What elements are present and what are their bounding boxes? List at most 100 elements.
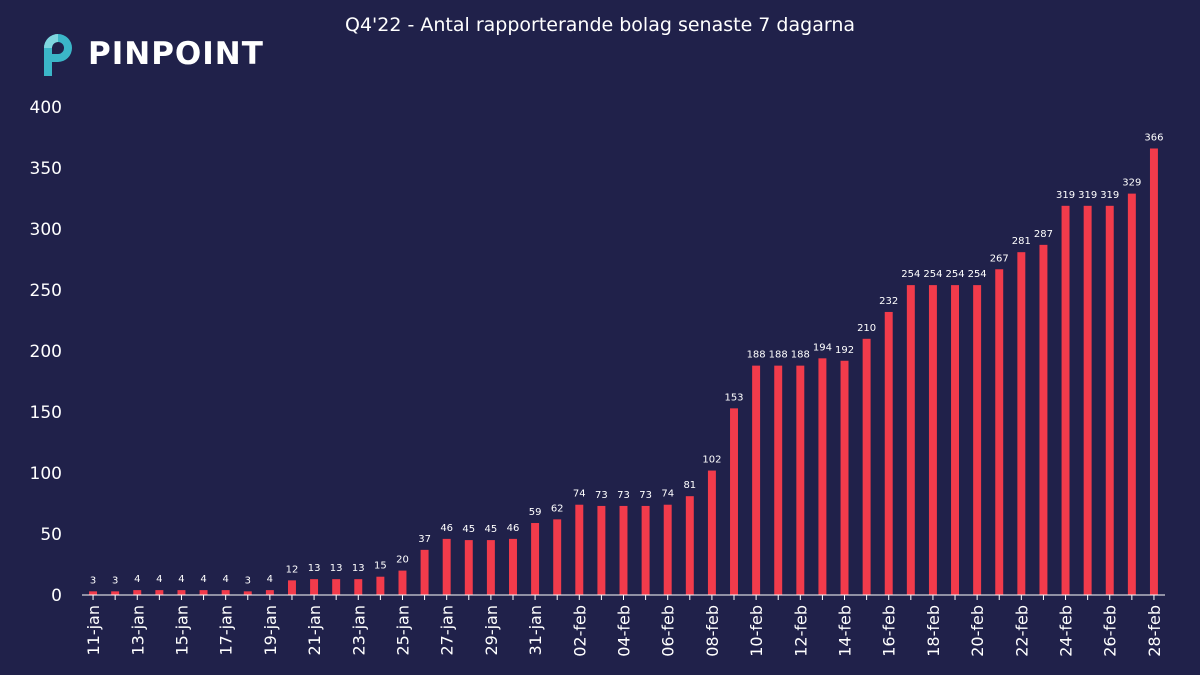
y-tick-label: 0	[51, 586, 62, 606]
y-tick-label: 200	[30, 342, 62, 362]
data-label: 20	[396, 555, 409, 566]
bar	[1061, 205, 1070, 595]
x-tick-label: 15-jan	[172, 605, 191, 656]
x-tick-label: 02-feb	[570, 605, 589, 657]
data-label: 73	[617, 490, 630, 501]
data-label: 153	[724, 392, 743, 403]
bars	[89, 148, 1158, 596]
x-tick-label: 17-jan	[217, 605, 236, 656]
bar	[243, 591, 252, 595]
data-label: 37	[418, 534, 431, 545]
x-tick-label: 20-feb	[968, 605, 987, 657]
data-label: 254	[923, 269, 942, 280]
bar	[685, 496, 694, 595]
bar	[730, 408, 738, 595]
x-tick-label: 24-feb	[1057, 605, 1076, 657]
bar	[155, 590, 164, 595]
bar	[796, 365, 805, 595]
bar	[597, 505, 606, 595]
x-tick-label: 26-feb	[1101, 605, 1120, 657]
bar-labels: 3 3 4 4 4 4 4 3 4 12 13 13 13 15 20 37 46 45 45 46 59 62 74 73 7…	[90, 132, 1164, 586]
x-tick-label: 21-jan	[305, 605, 324, 656]
x-tick-label: 10-feb	[747, 605, 766, 657]
bar	[1039, 244, 1048, 596]
data-label: 13	[308, 563, 321, 574]
data-label: 194	[813, 342, 832, 353]
bar	[531, 523, 540, 595]
bar	[619, 505, 628, 595]
data-label: 4	[156, 574, 162, 585]
y-axis: 0 50 100 150 200 250 300 350 400	[30, 98, 62, 606]
data-label: 4	[200, 574, 206, 585]
y-tick-label: 350	[30, 159, 62, 179]
bar	[265, 590, 274, 595]
pinpoint-logo-icon	[44, 34, 72, 76]
data-label: 4	[134, 574, 140, 585]
x-axis: 11-jan 13-jan 15-jan 17-jan 19-jan 21-jan 23-j…	[82, 594, 1165, 657]
bar	[951, 285, 960, 595]
bar	[1127, 193, 1136, 595]
x-tick-label: 11-jan	[84, 605, 103, 656]
data-label: 232	[879, 296, 898, 307]
x-tick-label: 27-jan	[438, 605, 457, 656]
bar	[774, 365, 783, 595]
bar	[398, 570, 407, 595]
data-label: 254	[901, 269, 920, 280]
data-label: 192	[835, 345, 854, 356]
data-label: 267	[990, 253, 1009, 264]
x-tick-label: 12-feb	[791, 605, 810, 657]
bar	[1083, 205, 1092, 595]
x-tick-label: 31-jan	[526, 605, 545, 656]
data-label: 45	[485, 524, 498, 535]
x-tick-label: 29-jan	[482, 605, 501, 656]
bar	[486, 540, 495, 595]
data-label: 319	[1100, 190, 1119, 201]
y-tick-label: 300	[30, 220, 62, 240]
data-label: 188	[747, 350, 766, 361]
data-label: 15	[374, 561, 387, 572]
bar	[464, 540, 473, 595]
data-label: 12	[286, 564, 299, 575]
bar	[995, 269, 1004, 595]
data-label: 46	[440, 523, 453, 534]
brand-name: PINPOINT	[88, 36, 264, 72]
bar	[663, 504, 672, 595]
bar	[928, 285, 937, 595]
data-label: 3	[112, 575, 118, 586]
chart-title: Q4'22 - Antal rapporterande bolag senast…	[344, 14, 856, 36]
data-label: 188	[791, 350, 810, 361]
x-tick-label: 06-feb	[659, 605, 678, 657]
data-label: 281	[1012, 236, 1031, 247]
y-tick-label: 100	[30, 464, 62, 484]
data-label: 45	[462, 524, 475, 535]
bar	[287, 580, 296, 595]
data-label: 254	[968, 269, 987, 280]
data-label: 74	[573, 489, 586, 500]
data-label: 188	[769, 350, 788, 361]
data-label: 74	[661, 489, 674, 500]
bar	[707, 470, 716, 595]
bar	[177, 590, 186, 595]
data-label: 59	[529, 507, 542, 518]
bar	[862, 338, 871, 595]
data-label: 366	[1144, 132, 1163, 143]
bar	[973, 285, 982, 595]
data-label: 102	[702, 455, 721, 466]
x-tick-label: 08-feb	[703, 605, 722, 657]
data-label: 329	[1122, 178, 1141, 189]
bar	[133, 590, 142, 595]
bar	[575, 504, 584, 595]
bar	[1105, 205, 1114, 595]
bar	[1017, 252, 1026, 595]
bar	[752, 365, 761, 595]
bar	[199, 590, 208, 595]
data-label: 4	[267, 574, 273, 585]
y-tick-label: 400	[30, 98, 62, 118]
data-label: 4	[222, 574, 228, 585]
bar	[376, 576, 385, 595]
x-tick-label: 28-feb	[1145, 605, 1164, 657]
y-tick-label: 150	[30, 403, 62, 423]
data-label: 4	[178, 574, 184, 585]
x-tick-label: 14-feb	[836, 605, 855, 657]
bar	[420, 549, 429, 595]
